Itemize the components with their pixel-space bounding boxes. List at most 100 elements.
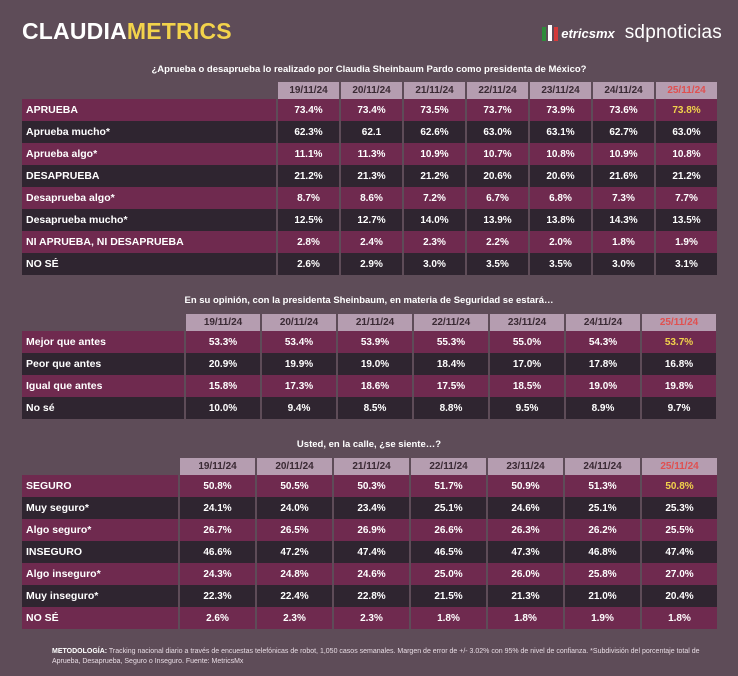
table-row: INSEGURO 46.6% 47.2% 47.4% 46.5% 47.3% 46.8% 47… <box>22 541 717 563</box>
value-cell: 6.7% <box>467 187 528 209</box>
row-label: Algo inseguro* <box>22 563 178 585</box>
date-header: 23/11/24 <box>488 458 563 475</box>
value-cell: 25.1% <box>411 497 486 519</box>
value-cell: 62.6% <box>404 121 465 143</box>
street-safety-question: Usted, en la calle, ¿se siente…? <box>296 439 442 450</box>
value-cell: 8.9% <box>566 397 640 419</box>
methodology-footer: METODOLOGÍA: Tracking nacional diario a … <box>52 647 712 667</box>
value-cell: 73.6% <box>593 99 654 121</box>
value-cell: 19.9% <box>262 353 336 375</box>
value-cell: 73.4% <box>341 99 402 121</box>
date-header: 25/11/24 <box>642 314 716 331</box>
date-header: 19/11/24 <box>278 82 339 99</box>
table-row: Desaprueba mucho* 12.5% 12.7% 14.0% 13.9% 13.… <box>22 209 717 231</box>
row-label: No sé <box>22 397 184 419</box>
value-cell: 24.3% <box>180 563 255 585</box>
value-cell: 26.5% <box>257 519 332 541</box>
value-cell: 15.8% <box>186 375 260 397</box>
value-cell: 13.5% <box>656 209 717 231</box>
value-cell: 21.3% <box>341 165 402 187</box>
date-header: 24/11/24 <box>565 458 640 475</box>
row-label: NO SÉ <box>22 253 276 275</box>
value-cell: 50.3% <box>334 475 409 497</box>
value-cell: 46.6% <box>180 541 255 563</box>
value-cell: 53.3% <box>186 331 260 353</box>
approval-table: 19/11/24 20/11/24 21/11/24 22/11/24 23/11/24… <box>20 82 719 275</box>
date-header: 20/11/24 <box>341 82 402 99</box>
methodology-label: METODOLOGÍA: <box>52 648 108 655</box>
value-cell: 50.8% <box>180 475 255 497</box>
table-row: Desaprueba algo* 8.7% 8.6% 7.2% 6.7% 6.8% 7.3%… <box>22 187 717 209</box>
security-question: En su opinión, con la presidenta Sheinba… <box>184 295 554 306</box>
value-cell: 2.3% <box>257 607 332 629</box>
value-cell: 21.2% <box>278 165 339 187</box>
value-cell: 16.8% <box>642 353 716 375</box>
row-label: Desaprueba mucho* <box>22 209 276 231</box>
value-cell: 47.4% <box>334 541 409 563</box>
date-header: 22/11/24 <box>414 314 488 331</box>
value-cell: 10.9% <box>404 143 465 165</box>
metricsmx-logo: etricsmx <box>541 24 615 42</box>
date-header: 21/11/24 <box>404 82 465 99</box>
value-cell: 47.3% <box>488 541 563 563</box>
value-cell: 7.7% <box>656 187 717 209</box>
value-cell: 17.3% <box>262 375 336 397</box>
value-cell: 3.5% <box>467 253 528 275</box>
street-safety-section: Usted, en la calle, ¿se siente…? <box>0 437 738 453</box>
date-header: 25/11/24 <box>656 82 717 99</box>
date-header: 19/11/24 <box>180 458 255 475</box>
value-cell: 1.9% <box>656 231 717 253</box>
value-cell: 51.3% <box>565 475 640 497</box>
value-cell: 10.0% <box>186 397 260 419</box>
value-cell: 73.7% <box>467 99 528 121</box>
value-cell: 12.5% <box>278 209 339 231</box>
value-cell: 25.0% <box>411 563 486 585</box>
value-cell: 26.0% <box>488 563 563 585</box>
date-header: 23/11/24 <box>490 314 564 331</box>
table-row: NO SÉ 2.6% 2.3% 2.3% 1.8% 1.8% 1.9% 1.8% <box>22 607 717 629</box>
value-cell: 24.0% <box>257 497 332 519</box>
value-cell: 2.8% <box>278 231 339 253</box>
value-cell: 24.6% <box>334 563 409 585</box>
value-cell: 47.2% <box>257 541 332 563</box>
value-cell: 73.8% <box>656 99 717 121</box>
value-cell: 51.7% <box>411 475 486 497</box>
security-section: En su opinión, con la presidenta Sheinba… <box>0 293 738 309</box>
value-cell: 18.4% <box>414 353 488 375</box>
approval-section: ¿Aprueba o desaprueba lo realizado por C… <box>0 62 738 78</box>
header-row: 19/11/24 20/11/24 21/11/24 22/11/24 23/11/24… <box>22 82 717 99</box>
value-cell: 26.3% <box>488 519 563 541</box>
date-header: 24/11/24 <box>566 314 640 331</box>
value-cell: 53.7% <box>642 331 716 353</box>
value-cell: 20.9% <box>186 353 260 375</box>
value-cell: 62.1 <box>341 121 402 143</box>
metricsmx-text: etricsmx <box>561 25 615 41</box>
value-cell: 22.3% <box>180 585 255 607</box>
date-header: 19/11/24 <box>186 314 260 331</box>
table-row: Muy seguro* 24.1% 24.0% 23.4% 25.1% 24.6% 25.1… <box>22 497 717 519</box>
value-cell: 1.8% <box>642 607 717 629</box>
value-cell: 3.5% <box>530 253 591 275</box>
value-cell: 53.9% <box>338 331 412 353</box>
row-label: APRUEBA <box>22 99 276 121</box>
table-row: DESAPRUEBA 21.2% 21.3% 21.2% 20.6% 20.6% 21.6%… <box>22 165 717 187</box>
row-label: NO SÉ <box>22 607 178 629</box>
value-cell: 62.3% <box>278 121 339 143</box>
table-row: NO SÉ 2.6% 2.9% 3.0% 3.5% 3.5% 3.0% 3.1% <box>22 253 717 275</box>
row-label: Peor que antes <box>22 353 184 375</box>
row-label: Desaprueba algo* <box>22 187 276 209</box>
value-cell: 63.1% <box>530 121 591 143</box>
value-cell: 20.4% <box>642 585 717 607</box>
value-cell: 73.9% <box>530 99 591 121</box>
value-cell: 10.9% <box>593 143 654 165</box>
value-cell: 19.8% <box>642 375 716 397</box>
date-header: 23/11/24 <box>530 82 591 99</box>
value-cell: 25.1% <box>565 497 640 519</box>
value-cell: 1.9% <box>565 607 640 629</box>
value-cell: 3.0% <box>593 253 654 275</box>
table-row: Aprueba algo* 11.1% 11.3% 10.9% 10.7% 10.8% 10… <box>22 143 717 165</box>
value-cell: 3.0% <box>404 253 465 275</box>
row-label: DESAPRUEBA <box>22 165 276 187</box>
row-label: Muy inseguro* <box>22 585 178 607</box>
value-cell: 26.2% <box>565 519 640 541</box>
